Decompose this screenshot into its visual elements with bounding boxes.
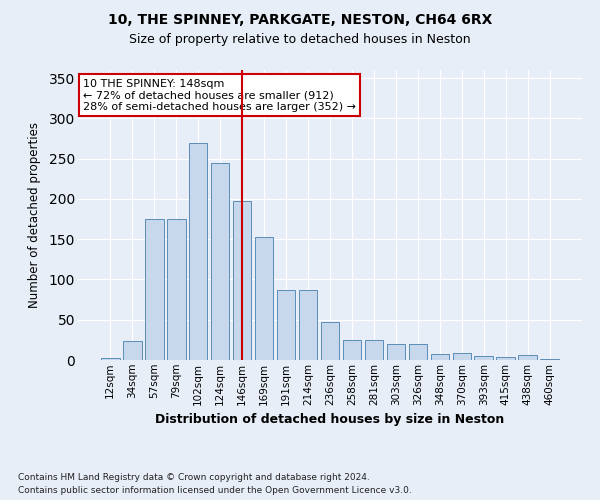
Bar xyxy=(233,200,251,360)
Bar xyxy=(452,353,471,360)
Bar xyxy=(365,340,383,360)
Text: Size of property relative to detached houses in Neston: Size of property relative to detached ho… xyxy=(129,32,471,46)
Bar xyxy=(167,219,185,360)
Bar xyxy=(189,142,208,360)
X-axis label: Distribution of detached houses by size in Neston: Distribution of detached houses by size … xyxy=(155,413,505,426)
Bar xyxy=(496,357,515,360)
Bar xyxy=(277,290,295,360)
Text: 10, THE SPINNEY, PARKGATE, NESTON, CH64 6RX: 10, THE SPINNEY, PARKGATE, NESTON, CH64 … xyxy=(108,12,492,26)
Bar xyxy=(431,354,449,360)
Bar xyxy=(475,356,493,360)
Bar xyxy=(541,359,559,360)
Bar xyxy=(211,162,229,360)
Y-axis label: Number of detached properties: Number of detached properties xyxy=(28,122,41,308)
Bar xyxy=(299,290,317,360)
Bar xyxy=(386,344,405,360)
Bar xyxy=(320,322,340,360)
Bar xyxy=(343,340,361,360)
Text: 10 THE SPINNEY: 148sqm
← 72% of detached houses are smaller (912)
28% of semi-de: 10 THE SPINNEY: 148sqm ← 72% of detached… xyxy=(83,78,356,112)
Text: Contains public sector information licensed under the Open Government Licence v3: Contains public sector information licen… xyxy=(18,486,412,495)
Bar xyxy=(518,355,537,360)
Text: Contains HM Land Registry data © Crown copyright and database right 2024.: Contains HM Land Registry data © Crown c… xyxy=(18,472,370,482)
Bar xyxy=(101,358,119,360)
Bar xyxy=(123,342,142,360)
Bar xyxy=(145,219,164,360)
Bar xyxy=(255,237,274,360)
Bar xyxy=(409,344,427,360)
